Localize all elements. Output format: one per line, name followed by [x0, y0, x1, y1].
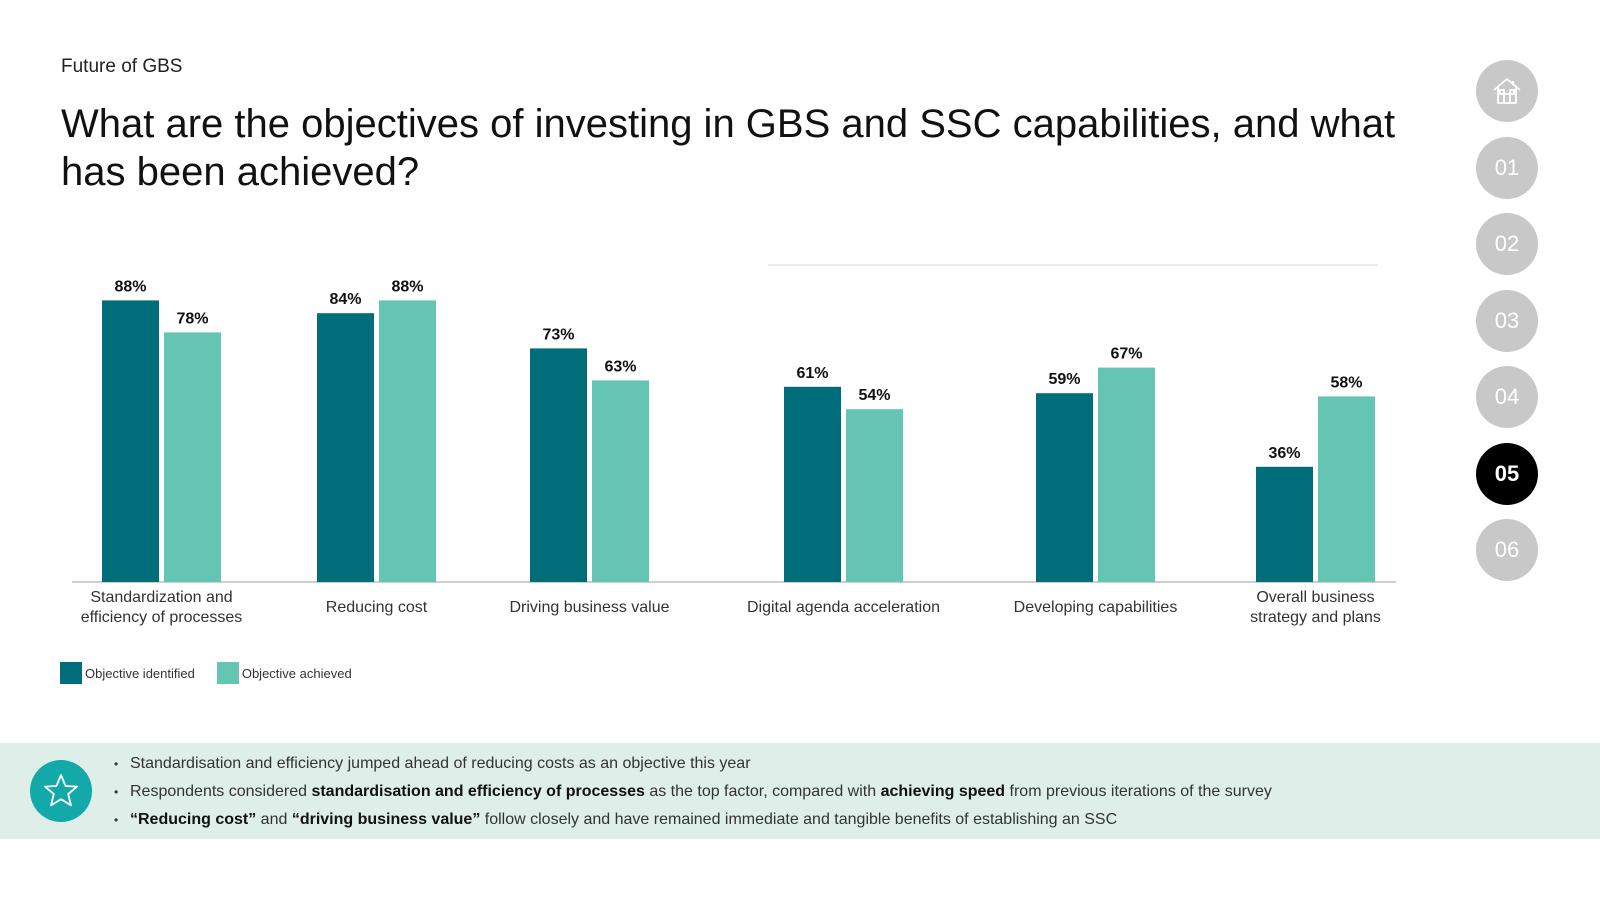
bar-achieved-3 — [592, 380, 649, 582]
insight-panel: • Standardisation and efficiency jumped a… — [0, 743, 1600, 839]
legend-label-identified: Objective identified — [85, 665, 195, 681]
bar-identified-6 — [1256, 466, 1313, 582]
legend-item-achieved: Objective achieved — [216, 662, 352, 684]
page-title: What are the objectives of investing in … — [61, 102, 1396, 194]
insight-list: • Standardisation and efficiency jumped a… — [114, 750, 1272, 834]
data-label-achieved-3: 63% — [604, 358, 636, 375]
insight-emphasis: “driving business value” — [291, 811, 481, 828]
bar-identified-2 — [317, 313, 374, 582]
data-label-identified-1: 88% — [114, 278, 146, 295]
insight-text: and — [256, 811, 292, 828]
data-label-achieved-5: 67% — [1110, 346, 1142, 363]
insight-item-2: • Respondents considered standardisation … — [114, 783, 1272, 800]
legend-label-achieved: Objective achieved — [241, 665, 352, 681]
insight-text: from previous iterations of the survey — [1005, 783, 1272, 800]
data-label-achieved-4: 54% — [858, 387, 890, 404]
category-label-5: Developing capabilities — [1014, 599, 1178, 616]
nav-item-02[interactable]: 02 — [1476, 213, 1538, 275]
insight-text: Standardisation and efficiency jumped ah… — [130, 755, 751, 772]
home-icon — [1493, 77, 1521, 104]
nav-item-04[interactable]: 04 — [1476, 366, 1538, 428]
bar-identified-3 — [530, 348, 587, 582]
bar-chart: 88% 78% 84% 88% 73% 63% 61% 54% 59% 67% 36% 58% Sta… — [72, 264, 1396, 626]
section-label: Future of GBS — [61, 56, 183, 77]
bar-achieved-6 — [1318, 396, 1375, 582]
data-label-achieved-6: 58% — [1330, 374, 1362, 391]
legend-swatch-achieved — [216, 662, 239, 684]
insight-text: follow closely and have remained immedia… — [480, 811, 1118, 828]
bar-achieved-1 — [164, 332, 221, 582]
data-label-identified-3: 73% — [542, 326, 574, 343]
bar-achieved-2 — [379, 300, 436, 582]
nav-home-button[interactable] — [1476, 60, 1538, 122]
data-label-identified-6: 36% — [1268, 445, 1300, 462]
insight-item-1: • Standardisation and efficiency jumped a… — [114, 755, 751, 772]
insight-emphasis: “Reducing cost” — [130, 811, 257, 828]
insight-emphasis: achieving speed — [880, 783, 1006, 800]
category-label-6: Overall business — [1256, 589, 1374, 606]
bar-identified-1 — [102, 300, 159, 582]
data-label-identified-5: 59% — [1048, 371, 1080, 388]
category-label-3: Driving business value — [509, 599, 669, 616]
insight-emphasis: standardisation and efficiency of proces… — [311, 783, 645, 800]
category-label-4: Digital agenda acceleration — [747, 599, 940, 616]
category-label-6: strategy and plans — [1250, 609, 1381, 626]
star-icon — [44, 774, 78, 807]
section-nav: 01 02 03 04 05 06 — [1476, 60, 1538, 596]
data-label-achieved-1: 78% — [176, 310, 208, 327]
category-label-2: Reducing cost — [326, 599, 428, 616]
insight-text: as the top factor, compared with — [644, 783, 881, 800]
data-label-achieved-2: 88% — [391, 278, 423, 295]
nav-item-05[interactable]: 05 — [1476, 442, 1538, 505]
star-badge — [30, 760, 92, 822]
nav-item-01[interactable]: 01 — [1476, 136, 1538, 199]
insight-item-3: • “Reducing cost” and “driving business v… — [114, 811, 1118, 828]
legend-swatch-identified — [60, 662, 82, 684]
chart-legend: Objective identified Objective achieved — [60, 662, 374, 684]
bar-achieved-5 — [1098, 367, 1155, 582]
category-label-1: efficiency of processes — [81, 609, 243, 626]
nav-item-06[interactable]: 06 — [1476, 519, 1538, 581]
data-label-identified-4: 61% — [796, 365, 828, 382]
category-label-1: Standardization and — [90, 589, 232, 606]
bar-identified-5 — [1036, 393, 1093, 582]
nav-item-03[interactable]: 03 — [1476, 289, 1538, 352]
bar-achieved-4 — [846, 409, 903, 582]
bar-identified-4 — [784, 386, 841, 582]
insight-text: Respondents considered — [130, 783, 312, 800]
data-label-identified-2: 84% — [329, 291, 361, 308]
legend-item-identified: Objective identified — [60, 662, 195, 684]
